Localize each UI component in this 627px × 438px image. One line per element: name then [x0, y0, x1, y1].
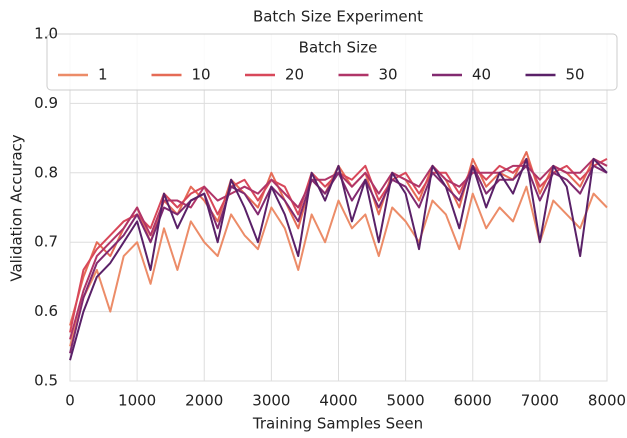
series-line: [69, 157, 608, 361]
y-axis-label: Validation Accuracy: [8, 134, 26, 281]
y-tick-label: 0.8: [34, 163, 58, 181]
x-axis-label: Training Samples Seen: [252, 415, 423, 433]
x-tick-label: 1000: [118, 392, 156, 410]
y-tick-label: 0.5: [34, 372, 58, 390]
chart-title: Batch Size Experiment: [253, 8, 423, 26]
legend-label: 1: [98, 66, 108, 84]
series-line: [69, 185, 608, 347]
x-tick-label: 4000: [319, 392, 357, 410]
x-tick-label: 7000: [521, 392, 559, 410]
legend-label: 40: [472, 66, 491, 84]
x-tick-label: 5000: [387, 392, 425, 410]
y-tick-label: 0.9: [34, 94, 58, 112]
legend-label: 20: [285, 66, 304, 84]
legend-label: 30: [379, 66, 398, 84]
x-tick-label: 8000: [588, 392, 626, 410]
x-tick-label: 6000: [454, 392, 492, 410]
legend-label: 50: [566, 66, 585, 84]
y-tick-label: 0.7: [34, 233, 58, 251]
y-tick-label: 1.0: [34, 25, 58, 43]
legend-box: [46, 33, 618, 91]
x-tick-label: 3000: [252, 392, 290, 410]
legend-label: 10: [192, 66, 211, 84]
x-tick-label: 0: [65, 392, 75, 410]
legend-title: Batch Size: [299, 39, 378, 57]
y-tick-label: 0.6: [34, 302, 58, 320]
x-tick-label: 2000: [185, 392, 223, 410]
